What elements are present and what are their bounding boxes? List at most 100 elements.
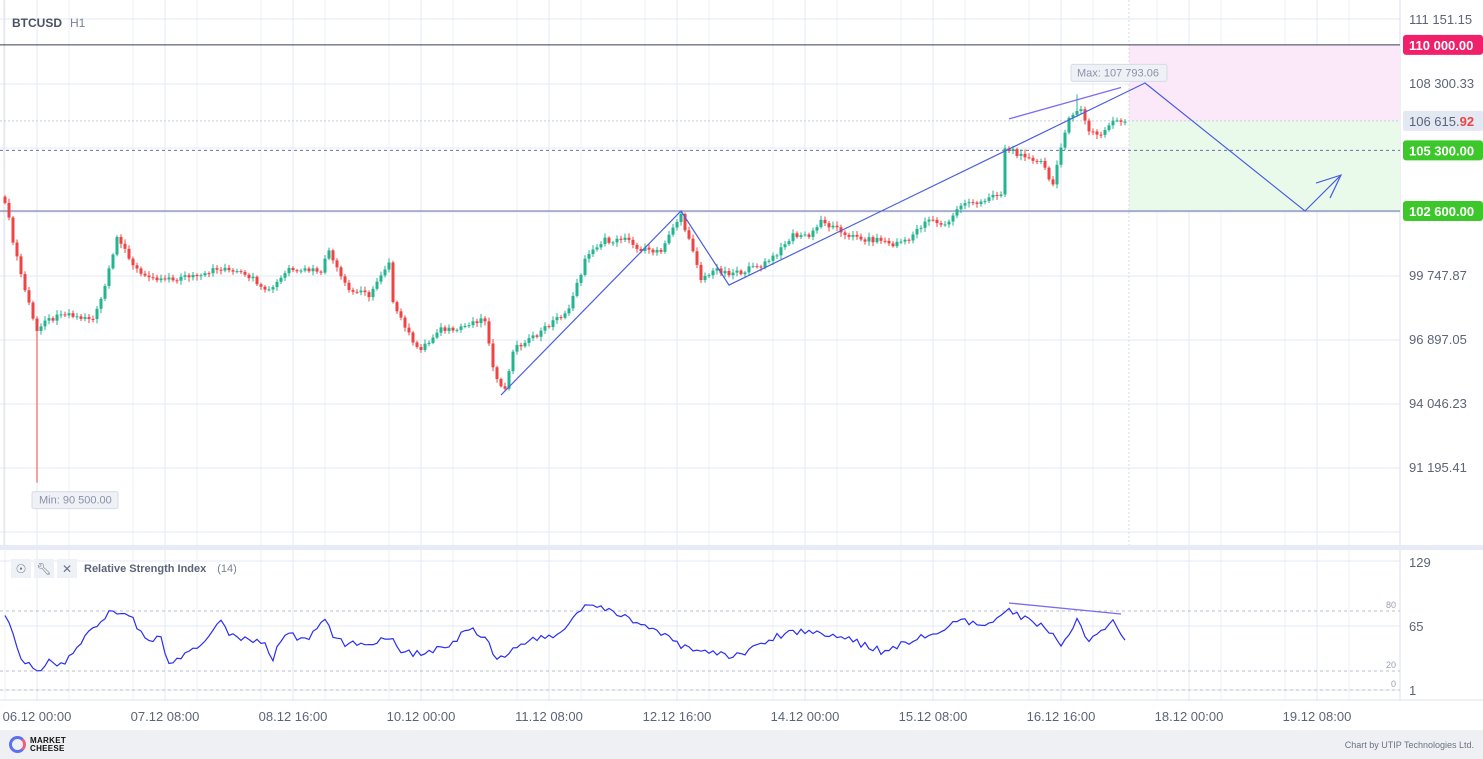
candle-bullish — [1111, 120, 1115, 126]
candle-bearish — [391, 262, 395, 303]
candle-bullish — [191, 274, 195, 278]
rsi-tick-label: 1 — [1409, 683, 1416, 698]
candle-bullish — [723, 270, 727, 274]
candle-bearish — [123, 243, 127, 249]
candle-bullish — [787, 241, 791, 245]
candle-bearish — [215, 268, 219, 270]
candle-bullish — [911, 234, 915, 241]
candle-bearish — [843, 232, 847, 235]
candle-bullish — [1103, 130, 1107, 135]
candle-bullish — [551, 320, 555, 328]
candle-bearish — [339, 267, 343, 277]
candle-bullish — [427, 342, 431, 344]
candle-bullish — [731, 272, 735, 276]
candle-bearish — [879, 237, 883, 241]
logo-line2: CHEESE — [30, 743, 65, 753]
candle-bearish — [11, 217, 15, 243]
candle-bearish — [1091, 131, 1095, 133]
candle-bullish — [595, 247, 599, 250]
trend-projection-line — [500, 82, 1342, 396]
candle-bearish — [691, 238, 695, 252]
candle-bearish — [187, 275, 191, 278]
candle-bearish — [331, 250, 335, 261]
candle-bullish — [539, 330, 543, 337]
candle-bearish — [1051, 179, 1055, 185]
take-profit-zone — [1129, 120, 1400, 211]
time-tick-label: 16.12 16:00 — [1027, 709, 1096, 724]
candle-bearish — [219, 269, 223, 271]
candle-bearish — [939, 223, 943, 225]
candle-bearish — [519, 344, 523, 347]
rsi-level-label: 0 — [1391, 679, 1396, 689]
candle-bullish — [951, 215, 955, 222]
candle-bullish — [979, 201, 983, 204]
candle-bullish — [1107, 125, 1111, 131]
candle-bearish — [31, 302, 35, 319]
candle-bearish — [139, 268, 143, 274]
candle-bearish — [847, 234, 851, 237]
candle-bearish — [399, 311, 403, 318]
candle-bearish — [883, 240, 887, 242]
candle-bearish — [255, 276, 259, 285]
candle-bullish — [183, 275, 187, 277]
candle-bullish — [1075, 110, 1079, 115]
candle-bearish — [451, 327, 455, 331]
candle-bullish — [663, 243, 667, 252]
time-tick-label: 11.12 08:00 — [515, 709, 583, 724]
candle-bearish — [651, 249, 655, 253]
candle-bullish — [811, 230, 815, 237]
candle-bullish — [615, 238, 619, 243]
candle-bullish — [283, 273, 287, 278]
candle-bullish — [767, 260, 771, 262]
candle-bullish — [555, 317, 559, 321]
footer: MARKET CHEESE Chart by UTIP Technologies … — [0, 730, 1483, 759]
candle-bullish — [563, 313, 567, 318]
candle-bearish — [1095, 131, 1099, 135]
candle-bearish — [15, 242, 19, 257]
candle-bearish — [147, 275, 151, 278]
candle-bullish — [675, 221, 679, 228]
candle-bearish — [291, 267, 295, 271]
candle-bullish — [1071, 114, 1075, 118]
candle-bullish — [423, 343, 427, 351]
close-icon[interactable]: ✕ — [57, 559, 77, 578]
eye-icon[interactable]: ☉ — [11, 559, 31, 578]
candle-bullish — [735, 270, 739, 273]
candle-bearish — [63, 314, 67, 316]
candle-bullish — [983, 200, 987, 202]
candle-bearish — [1119, 120, 1123, 122]
candle-bullish — [327, 250, 331, 259]
candle-bullish — [379, 275, 383, 282]
level-label: 102 600.00 — [1409, 204, 1474, 219]
candle-bearish — [355, 291, 359, 293]
candle-bearish — [143, 273, 147, 276]
candle-bullish — [371, 288, 375, 298]
chart-canvas[interactable]: 110 000.00 105 300.00 102 600.00 111 151.15… — [0, 0, 1483, 730]
candle-bearish — [491, 343, 495, 368]
candle-bearish — [1099, 134, 1103, 136]
candle-bullish — [771, 255, 775, 261]
candle-bullish — [179, 276, 183, 281]
candle-bearish — [739, 270, 743, 275]
candle-bearish — [619, 238, 623, 240]
candle-bearish — [607, 237, 611, 243]
candle-bearish — [995, 194, 999, 196]
rsi-level-label: 80 — [1386, 600, 1396, 610]
wrench-icon[interactable]: 🔧︎ — [34, 559, 54, 578]
candle-bearish — [695, 251, 699, 265]
rsi-divergence-line — [1008, 602, 1122, 615]
time-tick-label: 15.12 08:00 — [899, 709, 968, 724]
candle-bullish — [1011, 149, 1015, 152]
candle-bullish — [963, 203, 967, 206]
candle-bearish — [363, 290, 367, 293]
candle-bullish — [943, 224, 947, 226]
candle-bullish — [923, 221, 927, 228]
candle-bearish — [175, 280, 179, 282]
candle-bullish — [799, 235, 803, 237]
candle-bearish — [87, 317, 91, 319]
chart-title: BTCUSD H1 — [12, 16, 85, 30]
candle-bearish — [839, 227, 843, 233]
candle-bearish — [79, 316, 83, 319]
time-tick-label: 18.12 00:00 — [1155, 709, 1224, 724]
candle-bullish — [67, 313, 71, 316]
